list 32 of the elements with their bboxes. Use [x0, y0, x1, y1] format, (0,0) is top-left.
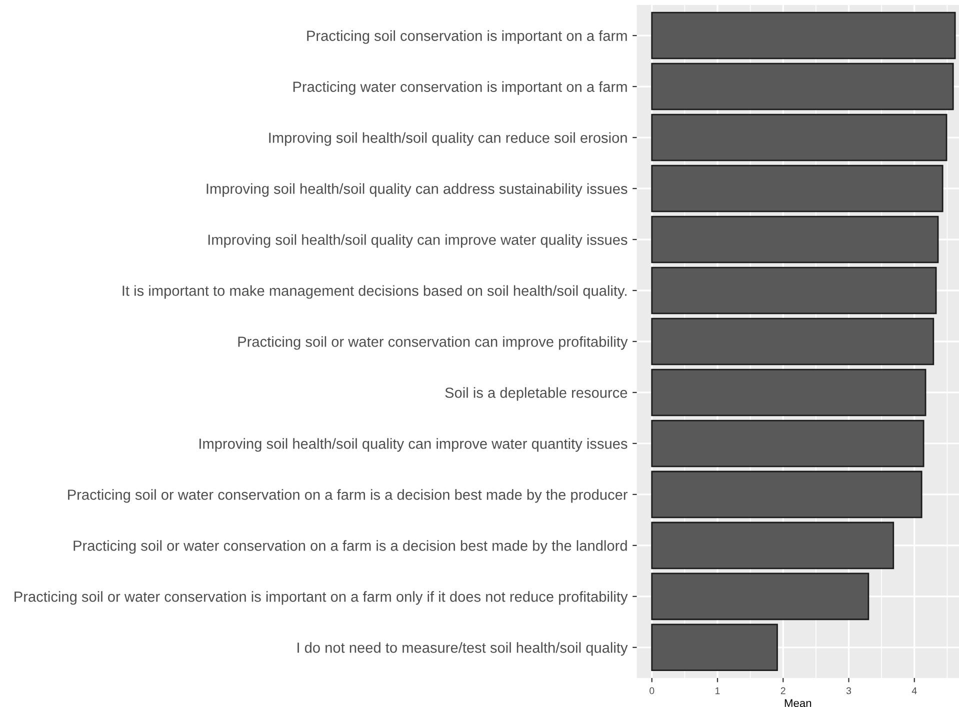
bar [651, 572, 870, 620]
x-tick-label: 0 [650, 687, 654, 694]
bar [651, 62, 954, 110]
bar [651, 114, 948, 162]
y-tick-label: Improving soil health/soil quality can improve water quantity issues [200, 438, 628, 452]
y-tick-label: It is important to make management decisions based on soil health/soil quality. [122, 285, 626, 299]
bar [651, 216, 939, 264]
y-tick-label: Practicing soil or water conservation on a farm is a decision best made by the landlord [74, 540, 627, 554]
y-tick-label: Practicing water conservation is important on a farm [293, 81, 627, 95]
y-tick-label: Improving soil health/soil quality can address sustainability issues [206, 183, 628, 197]
y-tick-label: Practicing soil or water conservation can improve profitability [238, 336, 628, 350]
y-tick-label: Soil is a depletable resource [445, 387, 628, 401]
x-tick-label: 2 [780, 687, 786, 694]
x-tick-label: 3 [846, 687, 852, 694]
bar [651, 318, 934, 366]
y-tick-label: Improving soil health/soil quality can reduce soil erosion [269, 132, 627, 146]
bar [651, 522, 894, 570]
bar [651, 266, 937, 314]
x-tick-label: 1 [716, 687, 720, 694]
bar [651, 368, 926, 416]
x-axis-title: Mean [784, 699, 812, 707]
bar [651, 164, 944, 212]
y-tick-label: Practicing soil conservation is important on a farm [307, 30, 627, 44]
y-tick-label: I do not need to measure/test soil health/soil quality [298, 642, 628, 656]
bar [651, 470, 922, 518]
y-tick-label: Practicing soil or water conservation is important on a farm only if it does not reduce profitability [14, 591, 628, 605]
x-tick-label: 4 [912, 687, 917, 694]
bar [651, 624, 778, 672]
bar [651, 12, 956, 60]
y-tick-label: Practicing soil or water conservation on a farm is a decision best made by the producer [68, 489, 628, 503]
y-tick-label: Improving soil health/soil quality can improve water quality issues [208, 234, 628, 248]
bar [651, 420, 924, 468]
